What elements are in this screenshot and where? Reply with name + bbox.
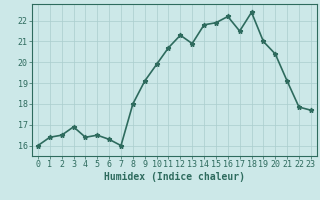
X-axis label: Humidex (Indice chaleur): Humidex (Indice chaleur) [104,172,245,182]
